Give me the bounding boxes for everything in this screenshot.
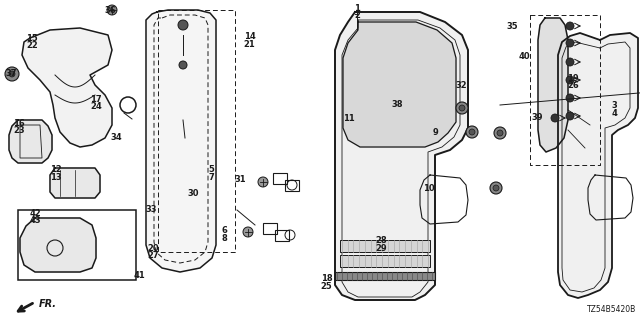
Circle shape bbox=[566, 94, 574, 102]
Text: 12: 12 bbox=[51, 165, 62, 174]
Circle shape bbox=[9, 71, 15, 77]
Circle shape bbox=[456, 102, 468, 114]
Polygon shape bbox=[9, 120, 52, 163]
Polygon shape bbox=[50, 168, 100, 198]
Text: 29: 29 bbox=[375, 244, 387, 252]
Bar bbox=[263, 223, 277, 234]
Text: 25: 25 bbox=[321, 282, 332, 291]
Text: 32: 32 bbox=[455, 81, 467, 90]
Polygon shape bbox=[343, 22, 456, 147]
Bar bbox=[335, 272, 435, 280]
Text: 38: 38 bbox=[391, 100, 403, 109]
Text: TZ54B5420B: TZ54B5420B bbox=[587, 305, 636, 314]
Circle shape bbox=[469, 129, 475, 135]
Text: 27: 27 bbox=[148, 252, 159, 260]
Text: 39: 39 bbox=[532, 113, 543, 122]
Text: 33: 33 bbox=[146, 205, 157, 214]
Polygon shape bbox=[558, 33, 638, 298]
Text: 7: 7 bbox=[209, 173, 214, 182]
Bar bbox=[340, 255, 430, 267]
Circle shape bbox=[258, 177, 268, 187]
Text: 17: 17 bbox=[90, 95, 102, 104]
Circle shape bbox=[566, 58, 574, 66]
Bar bbox=[273, 173, 287, 184]
Circle shape bbox=[466, 126, 478, 138]
Text: 16: 16 bbox=[13, 119, 25, 128]
Text: 10: 10 bbox=[423, 184, 435, 193]
Circle shape bbox=[493, 185, 499, 191]
Text: 2: 2 bbox=[354, 11, 360, 20]
Polygon shape bbox=[146, 10, 216, 272]
Circle shape bbox=[179, 61, 187, 69]
Text: 9: 9 bbox=[433, 128, 438, 137]
Text: 23: 23 bbox=[13, 126, 25, 135]
Circle shape bbox=[459, 105, 465, 111]
Polygon shape bbox=[20, 218, 96, 272]
Text: 20: 20 bbox=[148, 244, 159, 252]
Text: 30: 30 bbox=[188, 189, 199, 198]
Text: 6: 6 bbox=[221, 226, 227, 235]
Text: 8: 8 bbox=[221, 234, 227, 243]
Text: 13: 13 bbox=[51, 173, 62, 182]
Circle shape bbox=[5, 67, 19, 81]
Text: 1: 1 bbox=[354, 4, 360, 12]
Circle shape bbox=[490, 182, 502, 194]
Text: 41: 41 bbox=[134, 271, 145, 280]
Circle shape bbox=[107, 5, 117, 15]
Text: 11: 11 bbox=[343, 114, 355, 123]
Text: 40: 40 bbox=[519, 52, 531, 61]
Circle shape bbox=[566, 22, 574, 30]
Polygon shape bbox=[538, 18, 568, 152]
Text: 4: 4 bbox=[611, 109, 618, 118]
Text: 14: 14 bbox=[244, 32, 255, 41]
Text: FR.: FR. bbox=[39, 299, 57, 309]
Circle shape bbox=[566, 112, 574, 120]
Bar bbox=[275, 230, 289, 241]
Text: 21: 21 bbox=[244, 40, 255, 49]
Circle shape bbox=[494, 127, 506, 139]
Text: 26: 26 bbox=[567, 81, 579, 90]
Circle shape bbox=[566, 76, 574, 84]
Circle shape bbox=[243, 227, 253, 237]
Text: 19: 19 bbox=[567, 74, 579, 83]
Text: 5: 5 bbox=[208, 165, 214, 174]
Text: 31: 31 bbox=[234, 175, 246, 184]
Text: 37: 37 bbox=[6, 69, 17, 78]
Text: 28: 28 bbox=[375, 236, 387, 245]
Circle shape bbox=[566, 39, 574, 47]
Bar bbox=[18, 210, 136, 280]
Text: 43: 43 bbox=[29, 216, 41, 225]
Text: 18: 18 bbox=[321, 274, 332, 283]
Circle shape bbox=[178, 20, 188, 30]
Circle shape bbox=[497, 130, 503, 136]
Text: 34: 34 bbox=[111, 133, 122, 142]
Text: 22: 22 bbox=[26, 41, 38, 50]
Text: 35: 35 bbox=[506, 22, 518, 31]
Polygon shape bbox=[335, 12, 468, 300]
Text: 3: 3 bbox=[612, 101, 617, 110]
Text: 15: 15 bbox=[26, 34, 38, 43]
Circle shape bbox=[551, 114, 559, 122]
Polygon shape bbox=[22, 28, 112, 147]
Text: 42: 42 bbox=[29, 209, 41, 218]
Text: 36: 36 bbox=[105, 6, 116, 15]
Text: 24: 24 bbox=[90, 102, 102, 111]
Bar bbox=[285, 180, 299, 191]
Bar bbox=[340, 240, 430, 252]
